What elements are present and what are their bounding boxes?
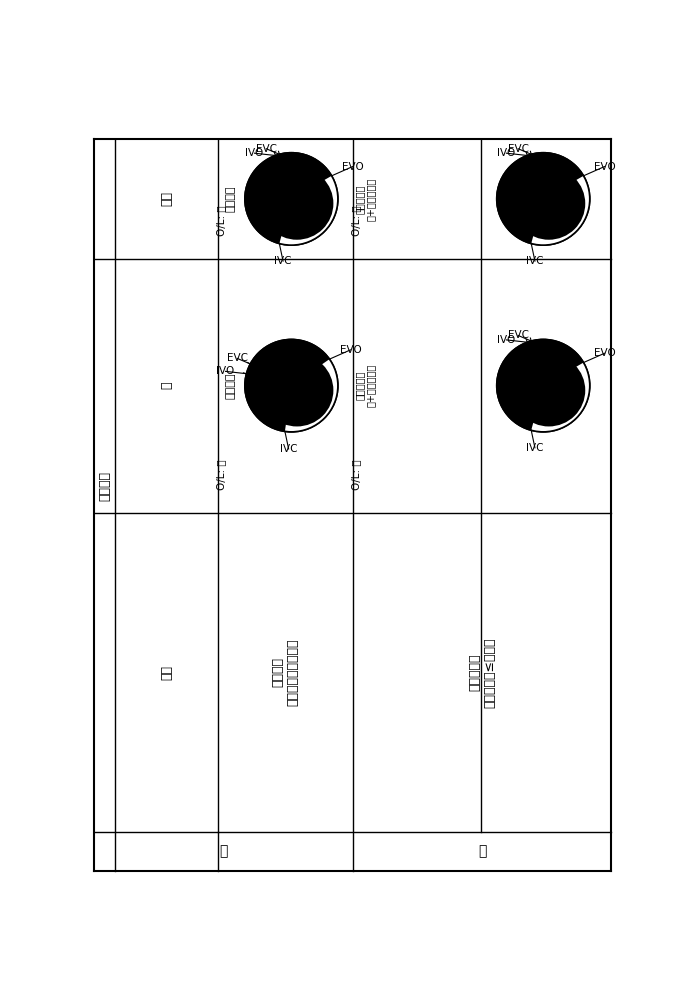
Wedge shape <box>245 153 332 244</box>
Circle shape <box>497 339 590 432</box>
Text: 非扫气范围
（进气压力≤背压）: 非扫气范围 （进气压力≤背压） <box>468 637 496 708</box>
Text: 沖: 沖 <box>478 844 486 858</box>
Text: IVC: IVC <box>280 444 297 454</box>
Text: O/L: 小: O/L: 小 <box>351 205 361 235</box>
Text: EVO: EVO <box>339 345 361 355</box>
Text: 进气口喷射
（+直接喷射）: 进气口喷射 （+直接喷射） <box>354 364 376 407</box>
Circle shape <box>261 354 334 426</box>
Text: 昇: 昇 <box>219 844 227 858</box>
Text: IVC: IVC <box>526 256 544 266</box>
Text: IVC: IVC <box>526 443 544 453</box>
Text: 浓峰: 浓峰 <box>160 191 173 206</box>
Text: IVO: IVO <box>497 148 515 158</box>
Text: EVC: EVC <box>508 144 528 154</box>
Text: IVO: IVO <box>217 366 235 376</box>
Text: EVO: EVO <box>594 348 615 358</box>
Wedge shape <box>279 176 338 245</box>
Circle shape <box>513 167 585 240</box>
Text: EVO: EVO <box>342 162 363 172</box>
Wedge shape <box>497 339 583 430</box>
Text: EVO: EVO <box>594 162 615 172</box>
Text: IVO: IVO <box>246 148 264 158</box>
Text: 负荷: 负荷 <box>160 665 173 680</box>
Text: EVC: EVC <box>508 330 528 340</box>
Text: 稀: 稀 <box>160 382 173 389</box>
Wedge shape <box>285 359 338 432</box>
Text: IVC: IVC <box>275 256 292 266</box>
Text: 直接喷射: 直接喷射 <box>225 186 235 212</box>
Text: 工作条件: 工作条件 <box>98 471 111 501</box>
Text: O/L: 小: O/L: 小 <box>216 205 226 235</box>
Circle shape <box>497 153 590 245</box>
Circle shape <box>245 153 338 245</box>
Wedge shape <box>245 339 330 431</box>
Text: O/L: 小: O/L: 小 <box>351 459 361 490</box>
Circle shape <box>513 354 585 426</box>
Text: 进气口喷射
（+直接喷射）: 进气口喷射 （+直接喷射） <box>354 177 376 221</box>
Circle shape <box>261 167 334 240</box>
Circle shape <box>245 339 338 432</box>
Text: O/L: 大: O/L: 大 <box>216 459 226 490</box>
Text: IVO: IVO <box>497 335 515 345</box>
Wedge shape <box>531 363 590 432</box>
Wedge shape <box>531 176 590 245</box>
Text: 直接喷射: 直接喷射 <box>225 372 235 399</box>
Text: 扫气范围
（进气压力＞背压）: 扫气范围 （进气压力＞背压） <box>271 639 299 706</box>
Text: EVC: EVC <box>227 353 248 363</box>
Wedge shape <box>497 153 583 244</box>
Text: EVC: EVC <box>256 144 277 154</box>
